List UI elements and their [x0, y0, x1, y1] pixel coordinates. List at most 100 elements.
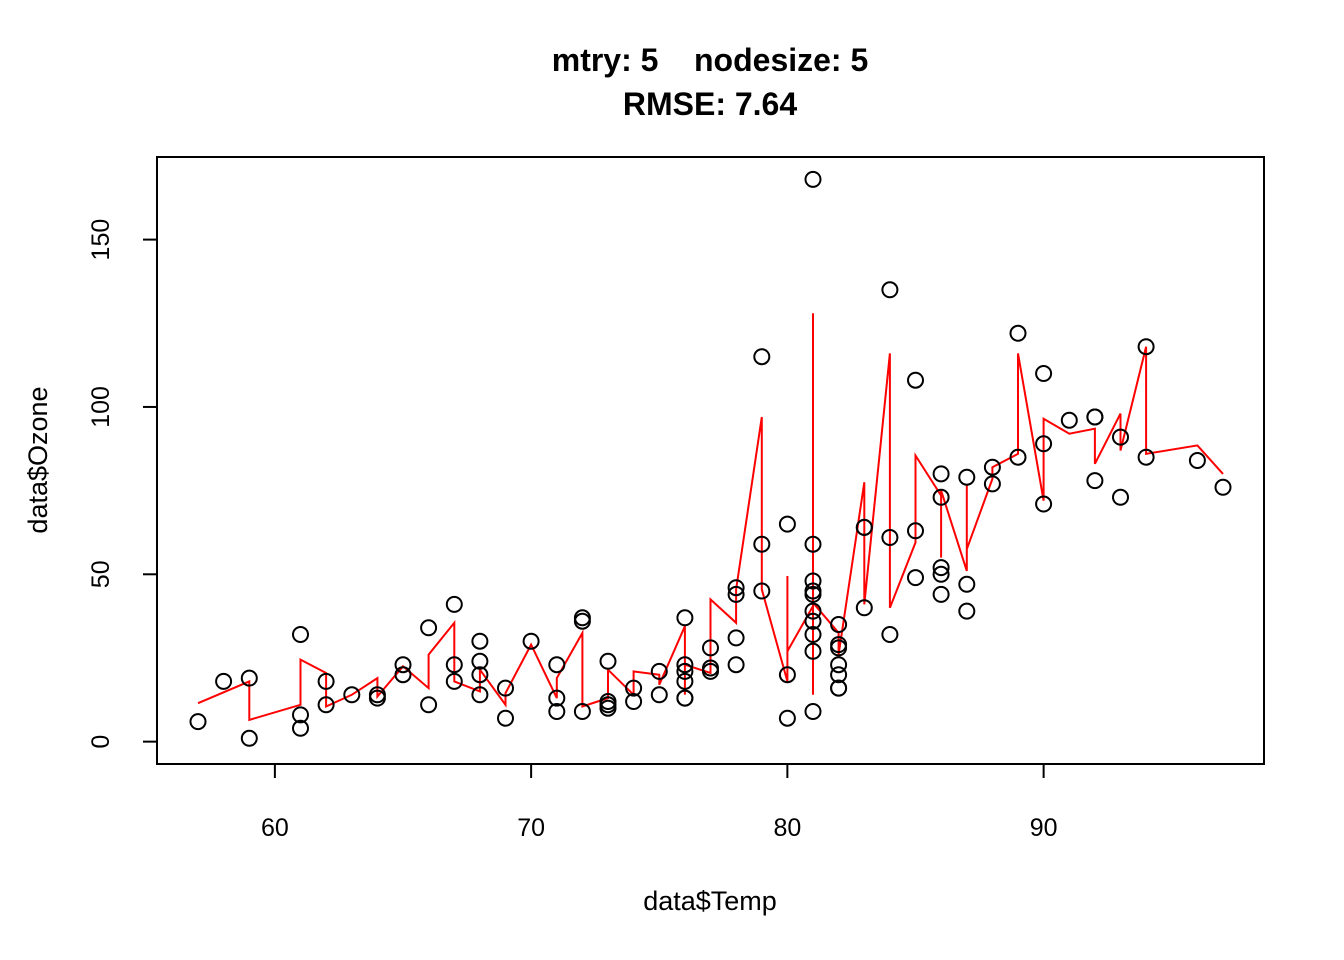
data-point: [317, 672, 335, 690]
data-point: [932, 565, 950, 583]
data-point: [573, 703, 591, 720]
data-point: [420, 696, 438, 714]
data-point: [881, 281, 899, 299]
data-point: [753, 582, 771, 600]
data-point: [240, 729, 258, 747]
y-axis: 0 50 100 150: [87, 219, 158, 749]
data-point: [907, 569, 924, 587]
data-point: [522, 632, 540, 650]
data-point: [394, 656, 412, 674]
data-point: [599, 699, 617, 717]
data-point: [625, 693, 643, 710]
data-point: [343, 686, 361, 704]
data-point: [881, 626, 899, 643]
data-point: [958, 602, 976, 620]
data-point: [778, 709, 796, 727]
data-point: [625, 679, 643, 697]
data-point: [932, 559, 950, 577]
data-point: [804, 535, 822, 553]
data-point: [753, 348, 771, 366]
y-tick-label: 50: [87, 560, 115, 588]
data-point: [189, 713, 207, 731]
data-point: [420, 619, 438, 637]
data-point: [1112, 428, 1129, 446]
data-point: [676, 609, 694, 627]
data-point: [676, 689, 694, 707]
data-point: [804, 612, 822, 630]
data-point: [215, 672, 233, 690]
data-point: [497, 709, 514, 727]
data-point: [855, 518, 873, 536]
y-tick-label: 0: [87, 735, 115, 749]
data-point: [1009, 324, 1027, 342]
data-point: [804, 170, 822, 188]
data-point: [907, 522, 924, 540]
data-point: [830, 639, 848, 657]
data-point: [676, 662, 694, 680]
data-point: [368, 689, 386, 707]
x-axis: 60 70 80 90: [261, 763, 1058, 842]
data-point: [1035, 435, 1053, 453]
data-point: [804, 602, 822, 620]
x-tick-label: 70: [517, 814, 545, 842]
data-point: [1086, 408, 1104, 426]
data-point: [1009, 448, 1027, 466]
chart-subtitle: RMSE: 7.64: [623, 86, 797, 122]
data-point: [471, 686, 489, 704]
data-point: [727, 585, 745, 603]
data-point: [573, 609, 591, 627]
data-points-layer: [189, 170, 1232, 747]
data-point: [1188, 452, 1206, 469]
x-axis-label: data$Temp: [643, 886, 777, 916]
data-point: [1137, 448, 1155, 466]
data-point: [932, 465, 950, 483]
data-point: [471, 666, 489, 684]
data-point: [804, 572, 822, 590]
data-point: [676, 656, 694, 674]
data-point: [1035, 495, 1053, 513]
data-point: [548, 689, 566, 707]
y-tick-label: 150: [87, 219, 115, 261]
data-point: [292, 626, 309, 643]
data-point: [804, 703, 822, 720]
data-point: [983, 458, 1001, 476]
y-axis-label: data$Ozone: [23, 386, 53, 533]
data-point: [830, 616, 848, 633]
data-point: [599, 652, 617, 670]
data-point: [1137, 338, 1155, 356]
data-point: [778, 515, 796, 533]
data-point: [753, 535, 771, 553]
data-point: [599, 696, 617, 714]
data-point: [1112, 488, 1129, 506]
data-point: [727, 656, 745, 674]
data-point: [907, 371, 924, 389]
chart-title: mtry: 5 nodesize: 5: [552, 42, 869, 78]
data-point: [292, 719, 309, 737]
data-point: [548, 703, 566, 720]
data-point: [650, 686, 668, 704]
data-point: [1035, 365, 1053, 382]
data-point: [702, 639, 719, 657]
data-point: [855, 599, 873, 617]
prediction-line-layer: [197, 313, 1224, 722]
data-point: [292, 706, 309, 724]
data-point: [445, 595, 463, 613]
data-point: [804, 626, 822, 643]
data-point: [573, 612, 591, 630]
data-point: [778, 666, 796, 684]
data-point: [548, 656, 566, 674]
data-point: [804, 642, 822, 660]
data-point: [830, 656, 848, 674]
data-point: [804, 585, 822, 603]
x-tick-label: 80: [773, 814, 801, 842]
data-point: [1060, 411, 1078, 429]
data-point: [727, 629, 745, 647]
data-point: [958, 575, 976, 593]
data-point: [471, 632, 489, 650]
data-point: [932, 488, 950, 506]
data-point: [317, 696, 335, 714]
y-tick-label: 100: [87, 386, 115, 428]
data-point: [445, 656, 463, 674]
data-point: [830, 666, 848, 684]
x-tick-label: 90: [1030, 814, 1058, 842]
